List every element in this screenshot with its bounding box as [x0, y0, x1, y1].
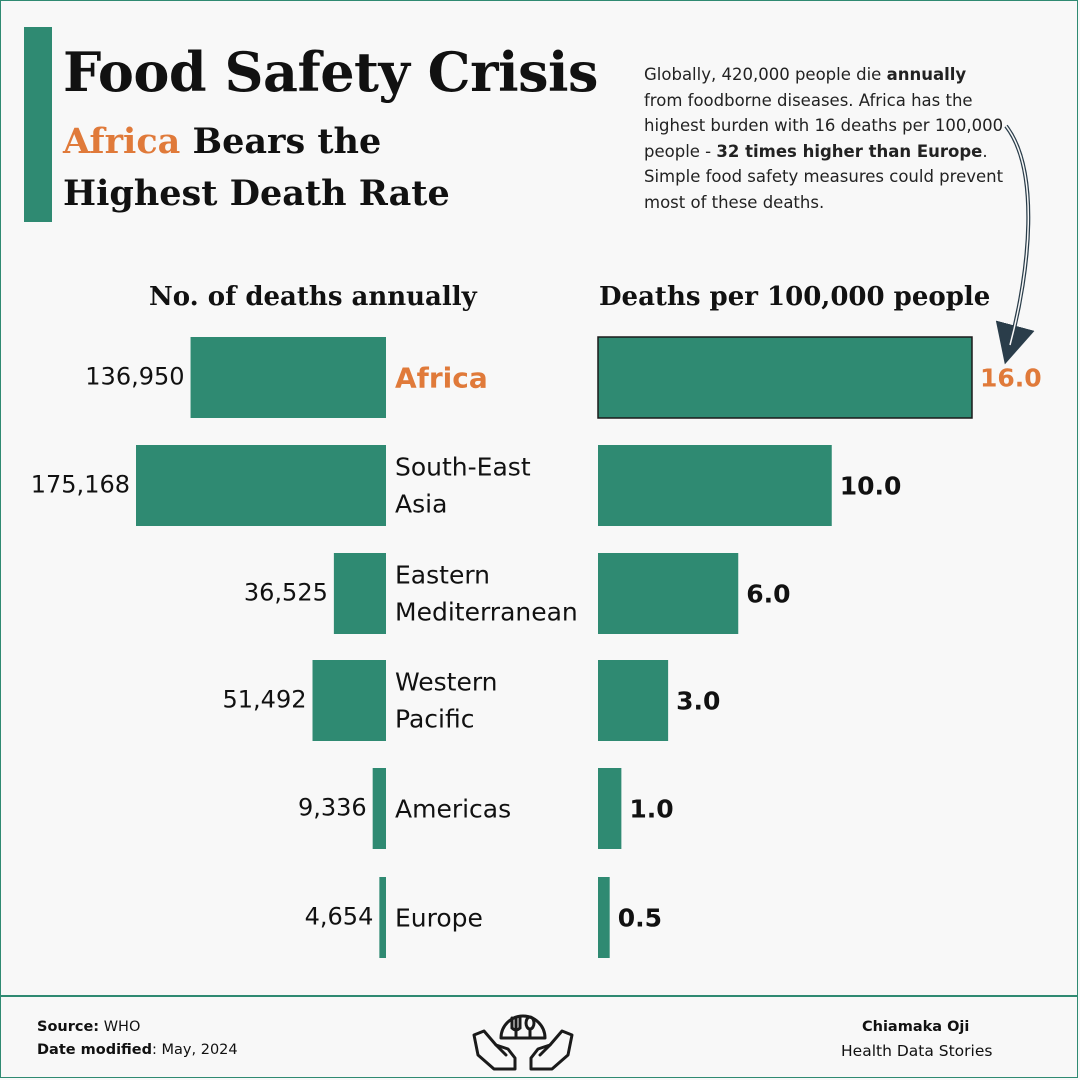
subtitle-highlight: Africa [63, 121, 181, 162]
category-label: Asia [395, 490, 447, 519]
summary-part-3: . Simple food safety measures could prev… [644, 141, 1004, 212]
date-label: Date modified [37, 1042, 153, 1058]
left-bar-value-label: 136,950 [85, 363, 184, 391]
left-bar [379, 877, 386, 958]
category-label: South-East [395, 453, 531, 482]
source-line: Source: WHO [37, 1019, 140, 1035]
summary-bold-2: 32 times higher than Europe [716, 141, 983, 161]
page-subtitle: Africa Bears the Highest Death Rate [63, 116, 450, 220]
butterfly-bar-chart: 136,950 16.0 Africa 175,168 10.0 South-East As… [31, 124, 1042, 958]
left-bar [136, 445, 386, 526]
left-bar-value-label: 4,654 [305, 903, 374, 931]
left-bar [372, 768, 386, 849]
category-label: Mediterranean [395, 598, 578, 627]
left-chart-heading: No. of deaths annually [149, 282, 477, 312]
summary-bold-1: annually [886, 65, 967, 84]
right-chart-heading: Deaths per 100,000 people [599, 282, 991, 312]
right-bar-value-label: 1.0 [629, 795, 673, 824]
subtitle-line1-rest: Bears the [180, 121, 382, 162]
page-title: Food Safety Crisis [63, 40, 598, 104]
left-bar [333, 553, 386, 634]
subtitle-line2: Highest Death Rate [63, 173, 450, 214]
left-bar [190, 337, 386, 418]
category-label: Americas [395, 795, 511, 824]
left-bar-value-label: 9,336 [298, 794, 367, 822]
right-bar [598, 660, 669, 741]
right-bar-value-label: 16.0 [980, 364, 1042, 393]
left-bar [312, 660, 386, 741]
author-name: Chiamaka Oji [862, 1019, 970, 1035]
date-line: Date modified: May, 2024 [37, 1042, 238, 1058]
source-value: WHO [99, 1019, 141, 1035]
summary-text: Globally, 420,000 people die annually fr… [644, 62, 1004, 215]
right-bar [597, 336, 973, 419]
category-label: Africa [395, 362, 488, 395]
category-label: Europe [395, 904, 483, 933]
summary-part-2: from foodborne diseases. Africa has the … [644, 90, 1004, 161]
right-bar-value-label: 10.0 [840, 472, 902, 501]
left-bar-value-label: 175,168 [31, 471, 130, 499]
date-value: : May, 2024 [152, 1042, 238, 1058]
author-org: Health Data Stories [841, 1042, 993, 1060]
left-bar-value-label: 36,525 [244, 579, 328, 607]
category-label: Western [395, 668, 498, 697]
right-bar [598, 877, 610, 958]
right-bar-value-label: 6.0 [746, 580, 790, 609]
hands-holding-food-icon [472, 1014, 574, 1071]
left-bar-value-label: 51,492 [223, 686, 307, 714]
source-label: Source: [37, 1019, 100, 1035]
title-accent-bar [24, 27, 52, 222]
right-bar [598, 445, 832, 526]
right-bar [598, 553, 739, 634]
summary-part-1: Globally, 420,000 people die [644, 65, 887, 84]
category-label: Pacific [395, 705, 474, 734]
right-bar-value-label: 0.5 [618, 904, 662, 933]
category-label: Eastern [395, 561, 490, 590]
footer-divider [0, 995, 1078, 997]
right-bar [598, 768, 622, 849]
right-bar-value-label: 3.0 [676, 687, 720, 716]
